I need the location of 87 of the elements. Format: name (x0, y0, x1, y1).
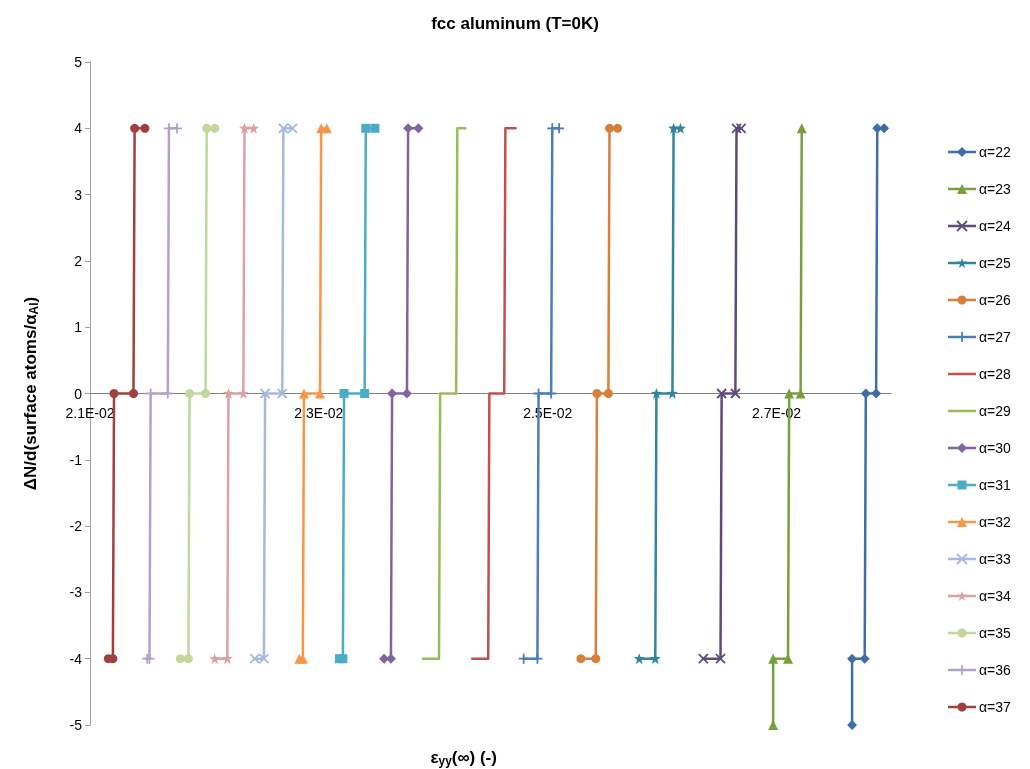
y-tick-label: -2 (69, 518, 83, 535)
legend-label: α=34 (979, 588, 1012, 604)
legend-label: α=24 (979, 218, 1012, 234)
point (202, 123, 212, 133)
point (171, 122, 183, 135)
point (339, 389, 349, 398)
point (259, 388, 271, 399)
point (183, 654, 193, 664)
point (258, 653, 270, 665)
y-tick-label: 0 (74, 385, 83, 402)
point (128, 389, 138, 398)
legend-label: α=28 (979, 366, 1012, 382)
y-tick-label: -4 (69, 650, 83, 667)
point (735, 122, 747, 134)
point (613, 123, 623, 133)
point (209, 653, 221, 665)
y-tick-label: 4 (74, 120, 83, 137)
y-tick-label: 1 (74, 319, 83, 336)
point (860, 388, 871, 399)
legend-label: α=33 (979, 551, 1012, 567)
legend-label: α=29 (979, 403, 1012, 419)
point (553, 122, 566, 135)
legend-label: α=27 (979, 329, 1012, 345)
point (576, 654, 586, 664)
x-tick-label: 2.1E-02 (65, 404, 115, 421)
point (249, 653, 261, 665)
point (633, 653, 645, 665)
point (109, 389, 119, 398)
y-tick-label: -3 (69, 584, 83, 601)
y-tick-label: -1 (69, 451, 83, 468)
legend-label: α=37 (979, 699, 1012, 715)
legend-label: α=23 (979, 181, 1012, 197)
point (276, 388, 288, 399)
point (784, 388, 795, 399)
legend-label: α=25 (979, 255, 1012, 271)
legend-label: α=35 (979, 625, 1012, 641)
point (768, 653, 779, 664)
point (185, 389, 195, 398)
point (210, 123, 220, 133)
point (413, 123, 424, 134)
point (370, 123, 380, 133)
legend-label: α=36 (979, 662, 1012, 678)
point (387, 388, 398, 399)
point (591, 654, 601, 664)
point (715, 653, 726, 665)
y-tick-label: 2 (74, 252, 83, 269)
point (238, 122, 250, 134)
point (401, 388, 412, 399)
y-tick-label: -5 (69, 717, 83, 733)
point (222, 388, 234, 399)
point (605, 123, 615, 133)
point (729, 388, 741, 399)
point (287, 122, 298, 134)
point (140, 123, 150, 133)
legend-label: α=30 (979, 440, 1012, 456)
point (130, 123, 140, 133)
point (592, 389, 602, 398)
point (859, 653, 870, 664)
point (716, 388, 728, 399)
point (603, 389, 613, 398)
legend-label: α=26 (979, 292, 1012, 308)
point (871, 388, 882, 399)
point (879, 123, 890, 134)
point (248, 122, 260, 134)
point (361, 123, 371, 133)
legend-label: α=22 (979, 144, 1012, 160)
point (650, 388, 662, 399)
point (517, 652, 530, 665)
point (175, 654, 185, 664)
y-tick-label: 5 (74, 54, 83, 70)
point (532, 387, 545, 400)
legend-label: α=31 (979, 477, 1012, 493)
y-tick-label: 3 (74, 186, 83, 203)
legend-label: α=32 (979, 514, 1012, 530)
point (321, 123, 332, 134)
point (668, 122, 680, 134)
point (697, 653, 709, 665)
point (277, 122, 289, 134)
point (731, 122, 742, 134)
chart-title: fcc aluminum (T=0K) (431, 14, 599, 33)
point (360, 389, 370, 398)
point (674, 122, 686, 134)
point (796, 123, 807, 134)
point (847, 720, 858, 730)
point (298, 388, 309, 399)
point (201, 389, 211, 398)
point (338, 654, 348, 664)
